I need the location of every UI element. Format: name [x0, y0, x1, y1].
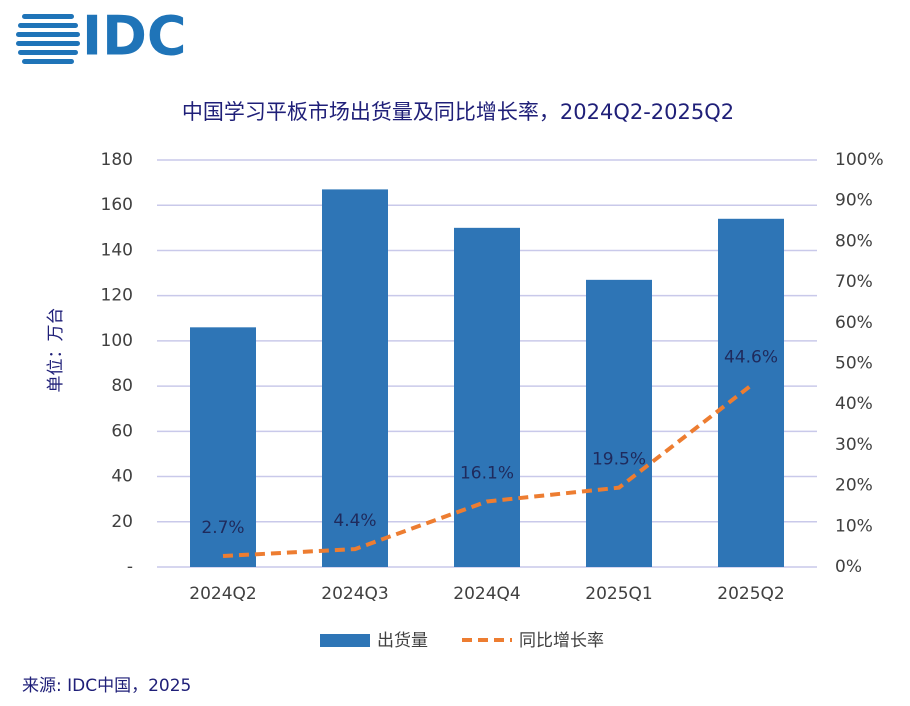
x-tick-label: 2024Q4 — [453, 584, 520, 604]
legend-label: 出货量 — [377, 631, 428, 651]
source: 来源: IDC中国，2025 — [22, 676, 191, 696]
y-tick-label: 100 — [101, 331, 133, 351]
x-tick-label: 2025Q1 — [585, 584, 652, 604]
bar — [718, 218, 784, 568]
y2-tick-label: 50% — [835, 354, 873, 374]
bar — [586, 279, 652, 567]
bar — [454, 227, 520, 568]
y-tick-label: 140 — [101, 240, 133, 260]
y2-tick-label: 10% — [835, 516, 873, 536]
y-axis-label: 单位：万台 — [46, 308, 66, 393]
y-tick-label: 180 — [101, 150, 133, 170]
bar — [190, 327, 256, 567]
line — [222, 383, 753, 559]
logo-mark — [16, 14, 80, 64]
legend-swatch — [320, 634, 370, 647]
y2-tick-label: 90% — [835, 191, 873, 211]
y2-tick-label: 80% — [835, 231, 873, 251]
data-label: 4.4% — [333, 511, 376, 531]
y2-tick-label: 70% — [835, 272, 873, 292]
x-tick-label: 2025Q2 — [717, 584, 784, 604]
y-tick-label: 20 — [111, 512, 133, 532]
logo-text: IDC — [82, 5, 187, 68]
y-tick-label: - — [127, 557, 133, 577]
y2-tick-label: 0% — [835, 557, 862, 577]
data-label: 19.5% — [592, 450, 646, 470]
chart-title: 中国学习平板市场出货量及同比增长率，2024Q2-2025Q2 — [182, 100, 734, 124]
y2-tick-label: 20% — [835, 476, 873, 496]
y-tick-label: 80 — [111, 376, 133, 396]
x-tick-label: 2024Q2 — [189, 584, 256, 604]
data-label: 2.7% — [201, 518, 244, 538]
y2-tick-label: 30% — [835, 435, 873, 455]
x-tick-label: 2024Q3 — [321, 584, 388, 604]
y-tick-label: 40 — [111, 467, 133, 487]
y2-tick-label: 60% — [835, 313, 873, 333]
y-tick-label: 60 — [111, 421, 133, 441]
y-tick-label: 120 — [101, 286, 133, 306]
y2-tick-label: 100% — [835, 150, 884, 170]
data-label: 44.6% — [724, 347, 778, 367]
bar — [322, 189, 388, 567]
data-label: 16.1% — [460, 463, 514, 483]
y-tick-label: 160 — [101, 195, 133, 215]
legend-label: 同比增长率 — [519, 631, 604, 651]
y2-tick-label: 40% — [835, 394, 873, 414]
